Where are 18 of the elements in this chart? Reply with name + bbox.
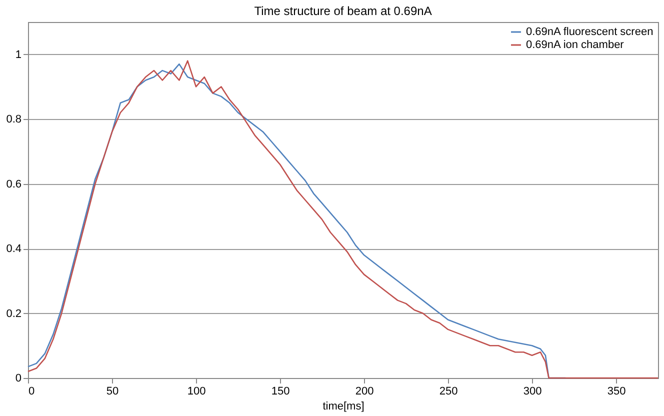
legend-label: 0.69nA fluorescent screen	[526, 26, 654, 38]
x-tick-label: 0	[28, 386, 35, 398]
x-tick-label: 250	[439, 386, 458, 398]
y-tick-label: 0.8	[6, 114, 22, 126]
x-tick-label: 150	[271, 386, 290, 398]
x-tick-label: 50	[106, 386, 119, 398]
x-tick-label: 300	[523, 386, 542, 398]
y-tick-label: 0.6	[6, 178, 22, 190]
x-tick-label: 100	[187, 386, 206, 398]
x-axis-title: time[ms]	[322, 400, 364, 412]
x-tick-label: 350	[607, 386, 626, 398]
legend-label: 0.69nA ion chamber	[526, 39, 624, 51]
y-tick-label: 0.4	[6, 243, 22, 256]
y-tick-label: 0	[15, 372, 22, 384]
y-tick-label: 0.2	[6, 308, 22, 320]
x-tick-label: 200	[355, 386, 374, 398]
y-tick-label: 1	[15, 48, 22, 61]
chart-title: Time structure of beam at 0.69nA	[254, 4, 432, 18]
